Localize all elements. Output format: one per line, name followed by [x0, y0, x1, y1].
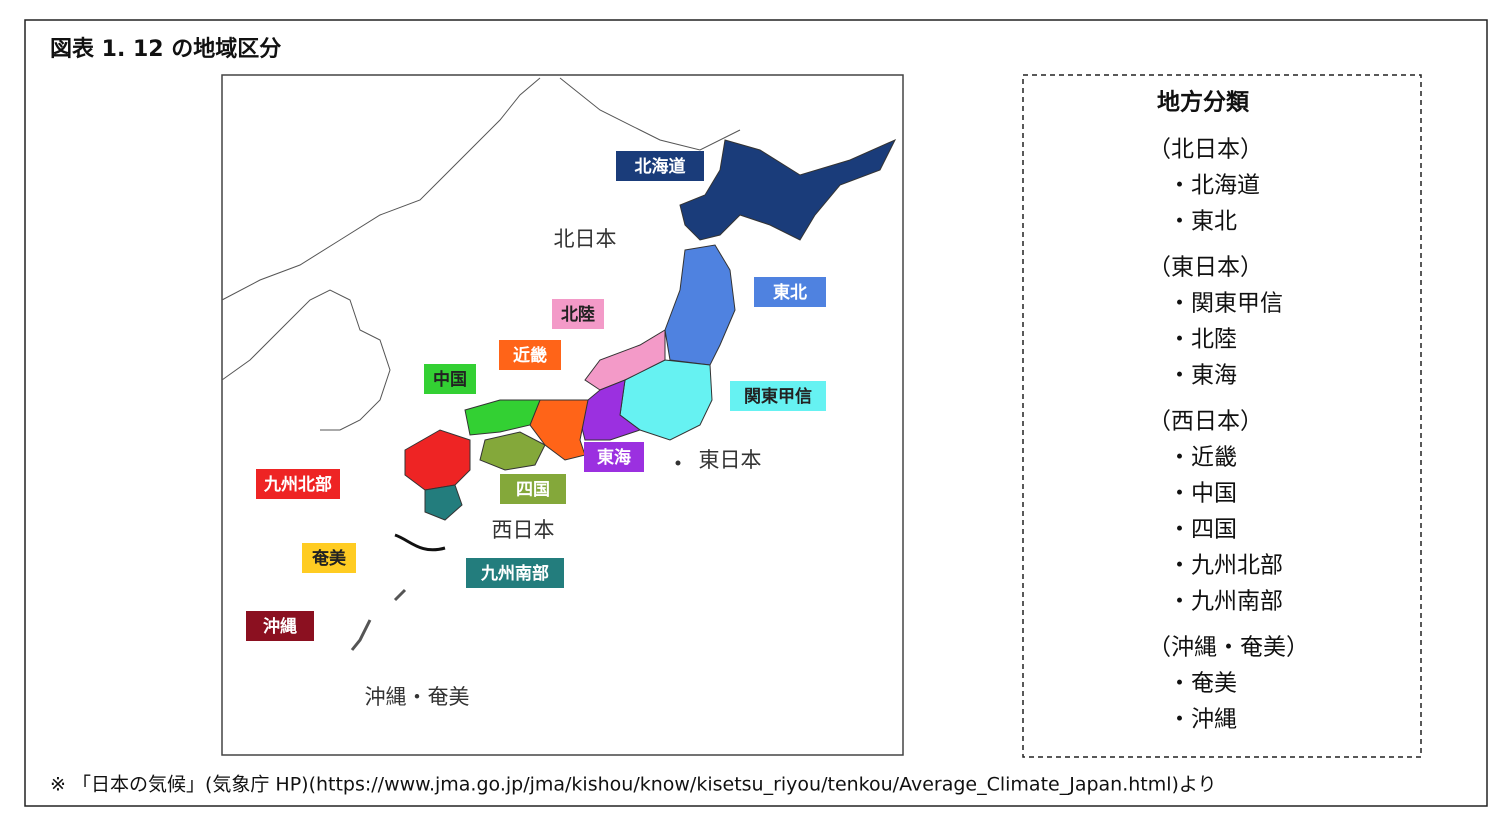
group-label: 西日本	[492, 518, 555, 542]
legend-group: （西日本）	[1148, 409, 1263, 435]
legend-group: （東日本）	[1148, 255, 1263, 281]
region-label: 東海	[597, 447, 631, 468]
region-label: 近畿	[513, 345, 547, 366]
legend-frame	[1022, 74, 1422, 758]
legend-group: （沖縄・奄美）	[1148, 635, 1309, 661]
region-label: 九州南部	[480, 563, 549, 584]
map	[221, 77, 897, 651]
legend-item: ・北陸	[1168, 327, 1237, 353]
kinki	[529, 399, 589, 461]
region-label-box	[616, 151, 704, 181]
group-label: 沖縄・奄美	[365, 685, 470, 709]
region-label-box	[499, 340, 561, 370]
region-label-box	[500, 474, 566, 504]
legend-item: ・中国	[1168, 481, 1237, 507]
legend-item: ・東海	[1168, 363, 1237, 389]
legend-item: ・関東甲信	[1168, 291, 1283, 317]
legend-item: ・北海道	[1168, 173, 1260, 199]
hokuriku	[584, 329, 666, 391]
korea-coast	[221, 289, 391, 431]
region-label: 奄美	[311, 548, 347, 569]
region-label-box	[256, 469, 340, 499]
region-label-box	[424, 364, 476, 394]
legend-item: ・四国	[1168, 517, 1237, 543]
region-label: 中国	[433, 369, 467, 390]
legend-group: （北日本）	[1148, 137, 1263, 163]
region-label: 関東甲信	[744, 386, 812, 407]
islands	[394, 533, 446, 552]
hokkaido	[679, 138, 897, 241]
footnote: ※ 「日本の気候」(気象庁 HP)(https://www.jma.go.jp/…	[50, 774, 1217, 796]
legend-item: ・東北	[1168, 209, 1237, 235]
region-label: 北海道	[635, 156, 686, 177]
kyushu-south	[424, 484, 463, 521]
region-label: 沖縄	[263, 616, 297, 637]
legend: 地方分類 （北日本） ・北海道・東北 （東日本） ・関東甲信・北陸・東海 （西日本） ・近畿…	[1148, 89, 1309, 733]
region-label: 四国	[516, 480, 550, 500]
group-label: 北日本	[554, 227, 617, 251]
region-label-box	[730, 381, 826, 411]
region-label-box	[754, 277, 826, 307]
shikoku	[479, 431, 546, 471]
marker-dot	[675, 460, 681, 466]
region-label: 九州北部	[263, 474, 332, 495]
legend-item: ・沖縄	[1168, 707, 1237, 733]
group-label: 東日本	[699, 448, 762, 472]
region-label-box	[552, 299, 604, 329]
legend-item: ・近畿	[1168, 445, 1237, 471]
chugoku	[464, 399, 541, 436]
region-label: 東北	[773, 282, 807, 303]
region-label-box	[302, 543, 356, 573]
continent-coast	[221, 77, 541, 301]
title: 図表 1. 12 の地域区分	[50, 36, 281, 62]
region-label: 北陸	[561, 304, 595, 325]
legend-heading: 地方分類	[1157, 89, 1250, 116]
region-label-box	[466, 558, 564, 588]
continent-coast	[559, 77, 741, 151]
legend-item: ・奄美	[1168, 671, 1237, 697]
kyushu-north	[404, 429, 471, 491]
region-label-box	[584, 442, 644, 472]
region-label-box	[246, 611, 314, 641]
legend-item: ・九州北部	[1168, 553, 1283, 579]
legend-item: ・九州南部	[1168, 589, 1283, 615]
outer-frame	[24, 19, 1488, 807]
islands	[350, 588, 407, 651]
tohoku	[664, 244, 736, 366]
